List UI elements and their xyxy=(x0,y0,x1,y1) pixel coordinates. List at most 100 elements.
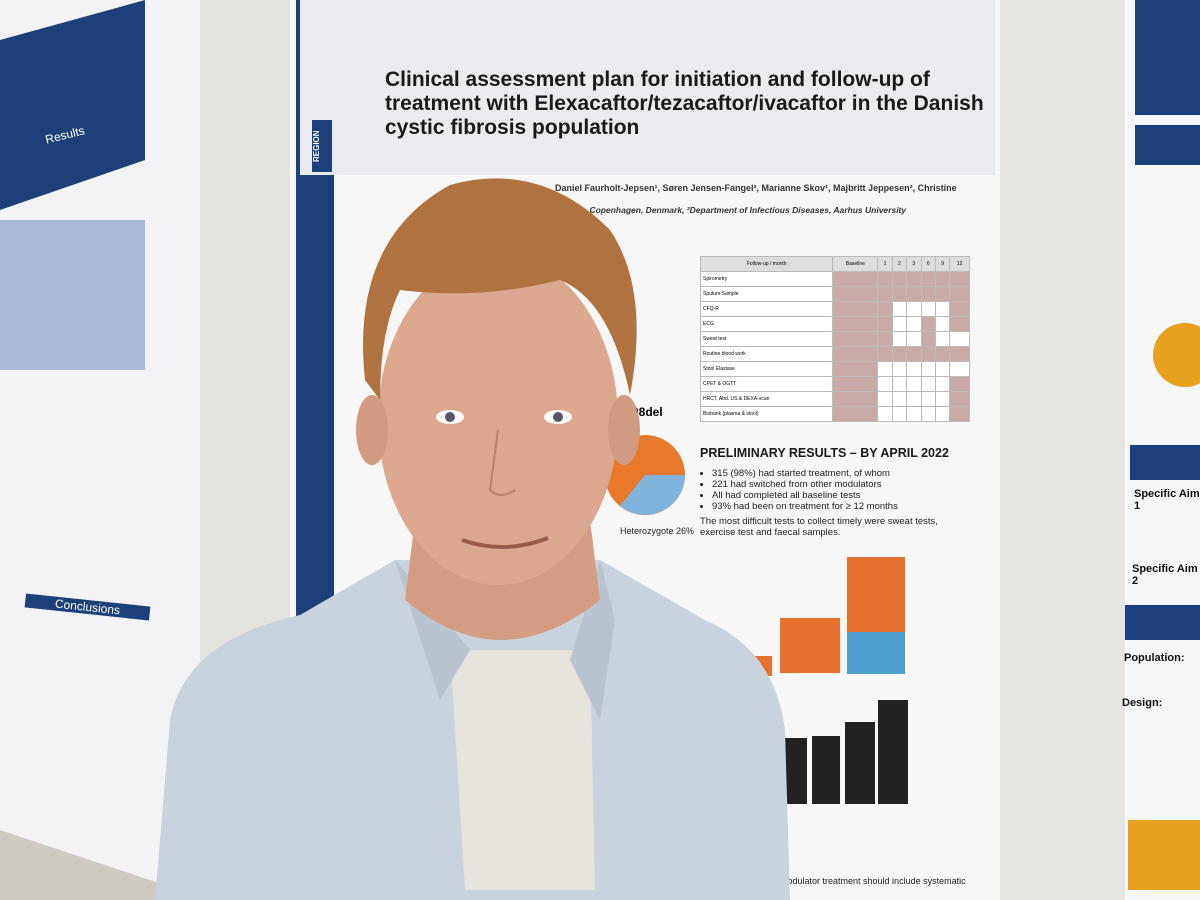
table-header-cell: 2 xyxy=(891,256,908,272)
mouth xyxy=(461,536,549,549)
results-bullet: All had completed all baseline tests xyxy=(712,490,898,501)
table-cell xyxy=(906,301,922,317)
table-cell xyxy=(891,301,908,317)
affiliations: spitalet, Copenhagen, Denmark, ²Departme… xyxy=(555,205,907,215)
pie-slice xyxy=(620,475,685,515)
table-cell xyxy=(832,376,879,392)
ear xyxy=(608,395,640,465)
poster-title: Clinical assessment plan for initiation … xyxy=(385,68,984,139)
results-bullet: 93% had been on treatment for ≥ 12 month… xyxy=(712,501,898,512)
table-row-label: Spirometry xyxy=(699,271,834,287)
table-cell xyxy=(949,406,970,422)
pie-heading: 08del xyxy=(632,405,663,419)
table-cell xyxy=(891,271,908,287)
table-cell xyxy=(832,361,879,377)
table-row: CFQ-R xyxy=(699,301,970,317)
table-row: HRCT, Abd. US & DEXA-scan xyxy=(699,391,970,407)
table-cell xyxy=(832,286,879,302)
chart-bar xyxy=(878,700,908,804)
table-cell xyxy=(934,301,951,317)
ear xyxy=(356,395,388,465)
right-heading: Design: xyxy=(1122,697,1163,709)
table-row: Sweat test xyxy=(699,331,970,347)
chart-bar xyxy=(812,736,840,804)
authors: Daniel Faurholt-Jepsen¹, Søren Jensen-Fa… xyxy=(555,183,957,193)
table-row-label: CFQ-R xyxy=(699,301,834,317)
results-note: The most difficult tests to collect time… xyxy=(700,516,938,538)
tshirt xyxy=(450,650,595,890)
right-header xyxy=(1135,0,1200,115)
collar xyxy=(395,560,615,720)
table-cell xyxy=(949,376,970,392)
table-row-label: CPET & OGTT xyxy=(699,376,834,392)
results-heading: PRELIMINARY RESULTS – BY APRIL 2022 xyxy=(700,446,949,460)
left-table xyxy=(0,220,145,370)
right-bar xyxy=(1135,125,1200,165)
right-heading: Specific Aim 2 xyxy=(1132,563,1198,587)
table-row-label: ECG xyxy=(699,316,834,332)
chart-bar xyxy=(785,738,807,804)
right-box xyxy=(1128,820,1200,890)
table-header-row: Follow-up / month Baseline 1 2 3 6 9 12 xyxy=(699,256,970,272)
table-cell xyxy=(949,346,970,362)
table-cell xyxy=(906,331,922,347)
hair xyxy=(363,178,637,400)
table-header-cell: Baseline xyxy=(832,256,879,272)
results-list: 315 (98%) had started treatment, of whom… xyxy=(700,468,898,512)
table-row: CPET & OGTT xyxy=(699,376,970,392)
table-cell xyxy=(949,286,970,302)
table-cell xyxy=(949,301,970,317)
table-cell xyxy=(891,346,908,362)
iris xyxy=(445,412,455,422)
table-cell xyxy=(934,406,951,422)
table-cell xyxy=(891,361,908,377)
table-cell xyxy=(906,316,922,332)
nose xyxy=(488,429,516,496)
table-cell xyxy=(906,406,922,422)
table-row: Biobank (plasma & stool) xyxy=(699,406,970,422)
right-heading: Population: xyxy=(1124,652,1185,664)
table-cell xyxy=(877,361,893,377)
table-cell xyxy=(891,406,908,422)
table-cell xyxy=(920,346,936,362)
table-cell xyxy=(906,346,922,362)
chart-bar xyxy=(845,722,875,804)
table-header-cell: 12 xyxy=(949,256,970,272)
panel-frame xyxy=(1000,0,1125,900)
iris xyxy=(553,412,563,422)
table-cell xyxy=(877,346,893,362)
table-cell xyxy=(934,391,951,407)
poster-header xyxy=(300,0,995,175)
footer-text: modulator treatment should include syste… xyxy=(780,876,966,886)
table-cell xyxy=(877,271,893,287)
right-circle xyxy=(1153,323,1200,387)
table-cell xyxy=(877,406,893,422)
face xyxy=(378,255,618,585)
table-cell xyxy=(934,361,951,377)
pie-label: Heterozygote 26% xyxy=(620,526,695,536)
table-cell xyxy=(920,331,936,347)
table-cell xyxy=(934,286,951,302)
chart-bar xyxy=(847,632,905,674)
table-cell xyxy=(877,286,893,302)
right-bar xyxy=(1130,445,1200,480)
table-row: Spirometry xyxy=(699,271,970,287)
table-cell xyxy=(891,316,908,332)
table-header-cell: Follow-up / month xyxy=(699,256,834,272)
left-poster-header xyxy=(0,0,145,210)
table-cell xyxy=(949,361,970,377)
table-cell xyxy=(877,391,893,407)
table-header-cell: 3 xyxy=(906,256,922,272)
table-row-label: Biobank (plasma & stool) xyxy=(699,406,834,422)
table-cell xyxy=(934,316,951,332)
table-cell xyxy=(920,406,936,422)
table-cell xyxy=(949,316,970,332)
table-cell xyxy=(906,271,922,287)
table-cell xyxy=(934,346,951,362)
assessment-table: Follow-up / month Baseline 1 2 3 6 9 12 Spiromet… xyxy=(699,256,970,422)
table-cell xyxy=(934,271,951,287)
chart-bar xyxy=(780,618,840,673)
table-cell xyxy=(920,391,936,407)
table-cell xyxy=(949,331,970,347)
